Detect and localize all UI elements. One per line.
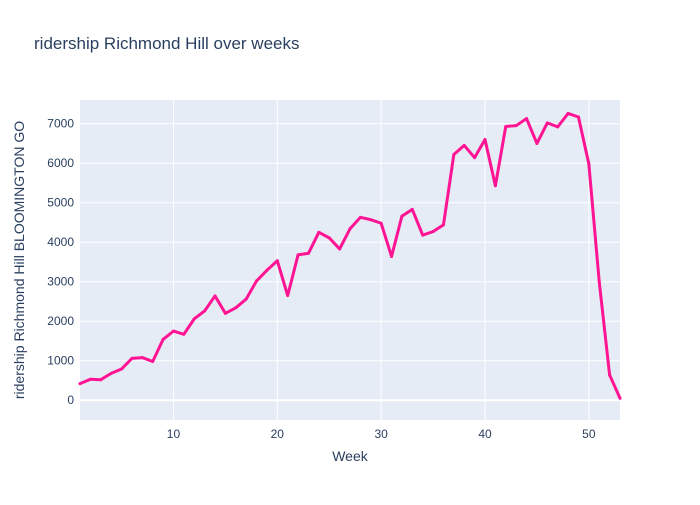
data-point xyxy=(182,332,186,336)
data-point xyxy=(400,214,404,218)
chart-title: ridership Richmond Hill over weeks xyxy=(34,34,300,53)
data-point xyxy=(514,124,518,128)
data-point xyxy=(161,337,165,341)
data-point xyxy=(99,378,103,382)
data-point xyxy=(317,230,321,234)
y-tick-label: 5000 xyxy=(47,196,74,210)
data-point xyxy=(223,311,227,315)
x-tick-label: 20 xyxy=(271,427,285,441)
data-point xyxy=(358,215,362,219)
data-point xyxy=(78,382,82,386)
data-point xyxy=(120,367,124,371)
data-point xyxy=(597,280,601,284)
data-point xyxy=(213,294,217,298)
data-point xyxy=(535,141,539,145)
y-tick-label: 6000 xyxy=(47,156,74,170)
data-point xyxy=(421,233,425,237)
data-point xyxy=(545,121,549,125)
x-axis-label: Week xyxy=(332,448,369,464)
data-point xyxy=(576,115,580,119)
data-point xyxy=(348,227,352,231)
data-point xyxy=(151,360,155,364)
data-point xyxy=(244,297,248,301)
data-point xyxy=(306,251,310,255)
x-tick-label: 10 xyxy=(167,427,181,441)
y-tick-label: 4000 xyxy=(47,235,74,249)
data-point xyxy=(587,162,591,166)
data-point xyxy=(410,207,414,211)
data-point xyxy=(483,138,487,142)
data-point xyxy=(390,254,394,258)
y-tick-label: 0 xyxy=(67,393,74,407)
data-point xyxy=(140,356,144,360)
data-point xyxy=(452,153,456,157)
data-point xyxy=(462,143,466,147)
data-point xyxy=(504,124,508,128)
data-point xyxy=(431,230,435,234)
data-point xyxy=(234,306,238,310)
y-tick-label: 1000 xyxy=(47,354,74,368)
data-point xyxy=(130,356,134,360)
y-tick-label: 2000 xyxy=(47,314,74,328)
plot-background xyxy=(80,100,620,420)
series-layer xyxy=(78,111,622,400)
data-point xyxy=(192,317,196,321)
data-point xyxy=(109,371,113,375)
data-point xyxy=(566,111,570,115)
data-point xyxy=(618,396,622,400)
x-tick-label: 40 xyxy=(478,427,492,441)
data-point xyxy=(556,125,560,129)
tick-labels: 10 20 30 40 50 0 1000 2000 3000 4000 5000 6000 7000 xyxy=(47,117,596,441)
data-point xyxy=(255,279,259,283)
data-point xyxy=(171,329,175,333)
data-point xyxy=(265,268,269,272)
y-axis-label: ridership Richmond Hill BLOOMINGTON GO xyxy=(11,121,27,399)
y-tick-label: 3000 xyxy=(47,275,74,289)
data-point xyxy=(369,218,373,222)
x-tick-label: 50 xyxy=(582,427,596,441)
data-point xyxy=(203,309,207,313)
x-tick-label: 30 xyxy=(374,427,388,441)
data-point xyxy=(525,117,529,121)
y-tick-label: 7000 xyxy=(47,117,74,131)
data-point xyxy=(327,236,331,240)
data-point xyxy=(493,184,497,188)
data-point xyxy=(88,377,92,381)
data-point xyxy=(379,221,383,225)
data-point xyxy=(608,373,612,377)
data-point xyxy=(441,223,445,227)
data-point xyxy=(275,259,279,263)
data-point xyxy=(473,156,477,160)
data-point xyxy=(338,247,342,251)
data-point xyxy=(296,253,300,257)
data-point xyxy=(286,294,290,298)
